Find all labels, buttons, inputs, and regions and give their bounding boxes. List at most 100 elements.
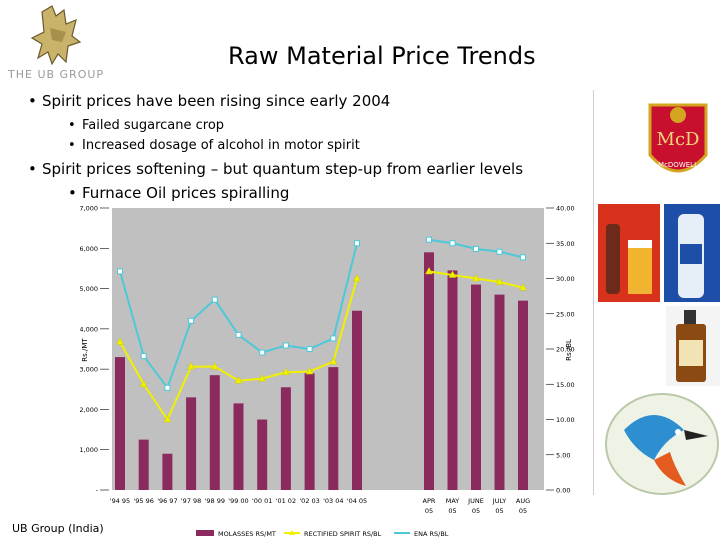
x-tick-label: '99 00 xyxy=(228,497,248,505)
point-ena xyxy=(188,317,195,324)
bar-molasses xyxy=(424,252,434,490)
point-ena xyxy=(473,245,479,252)
point-rectified-spirit xyxy=(258,374,267,382)
y-tick-right: 25.00 xyxy=(556,310,575,318)
y-tick-right: 20.00 xyxy=(556,346,575,354)
y-tick-right: 30.00 xyxy=(556,275,575,283)
bar-molasses xyxy=(209,375,220,490)
bullet-subitem: • Increased dosage of alcohol in motor sp… xyxy=(68,138,360,153)
point-ena xyxy=(235,331,242,338)
x-tick-label-year: 05 xyxy=(425,507,433,515)
x-tick-label: '00 01 xyxy=(252,497,272,505)
y-tick-left: - xyxy=(96,487,99,495)
legend-label-molasses: MOLASSES RS/MT xyxy=(218,530,276,538)
logo-text: THE UB GROUP xyxy=(8,68,105,81)
y-tick-left: 3,000 xyxy=(80,366,98,374)
bar-molasses xyxy=(280,387,291,490)
bullet-item: • Spirit prices softening – but quantum s… xyxy=(28,160,524,178)
y-tick-left: 4,000 xyxy=(80,325,98,333)
legend-swatch-molasses xyxy=(196,530,214,536)
y-tick-left: 6,000 xyxy=(80,245,98,253)
brand-monogram: McD xyxy=(657,129,700,150)
x-tick-label-year: 05 xyxy=(472,507,480,515)
brand-label: McDOWELL xyxy=(658,161,698,169)
point-ena xyxy=(259,349,266,356)
kingfisher-bird-image xyxy=(604,390,720,496)
bar-molasses xyxy=(257,419,268,490)
bar-molasses xyxy=(304,373,315,490)
page-title: Raw Material Price Trends xyxy=(228,42,536,70)
x-tick-label: '04 05 xyxy=(347,497,367,505)
point-ena xyxy=(330,335,337,342)
y-tick-right: 5.00 xyxy=(556,451,570,459)
y-axis-left-label: Rs./MT xyxy=(81,338,89,362)
legend-label-ena: ENA RS/BL xyxy=(414,530,449,538)
point-ena xyxy=(354,240,360,247)
x-tick-label-year: 05 xyxy=(495,507,503,515)
point-rectified-spirit xyxy=(519,283,527,291)
point-ena xyxy=(140,353,147,360)
bullet-item: • Spirit prices have been rising since ea… xyxy=(28,92,391,110)
bar-molasses xyxy=(186,397,197,490)
x-tick-label: '98 99 xyxy=(205,497,225,505)
x-tick-label: APR xyxy=(423,497,436,505)
y-tick-right: 35.00 xyxy=(556,240,575,248)
point-ena xyxy=(282,342,289,349)
x-tick-label: '03 04 xyxy=(323,497,343,505)
bar-molasses xyxy=(162,453,173,490)
x-tick-label: '01 02 xyxy=(276,497,296,505)
bar-molasses xyxy=(518,300,528,490)
point-ena xyxy=(306,346,313,352)
x-tick-label-year: 05 xyxy=(519,507,527,515)
y-tick-left: 1,000 xyxy=(80,446,98,454)
price-trend-chart: Rs./MT Rs./BL - 1,000 2,000 3,000 4,000 5,000… xyxy=(80,205,575,539)
bar-molasses xyxy=(233,403,244,490)
point-ena xyxy=(496,248,503,255)
point-ena xyxy=(164,384,171,391)
y-tick-right: 0.00 xyxy=(556,487,570,495)
bar-molasses xyxy=(352,310,362,490)
bullet-subitem: • Failed sugarcane crop xyxy=(68,118,225,133)
y-tick-right: 40.00 xyxy=(556,205,575,213)
point-ena xyxy=(449,240,456,247)
point-rectified-spirit xyxy=(425,266,433,275)
point-rectified-spirit xyxy=(187,362,196,370)
bullet-text: Spirit prices softening – but quantum st… xyxy=(42,160,524,178)
x-tick-label: '97 98 xyxy=(181,497,201,505)
y-axis-right-label: Rs./BL xyxy=(565,339,573,361)
footer-text: UB Group (India) xyxy=(12,522,104,535)
x-tick-label: JULY xyxy=(492,497,506,505)
y-tick-left: 2,000 xyxy=(80,406,98,414)
point-rectified-spirit xyxy=(329,357,338,365)
point-rectified-spirit xyxy=(353,273,361,282)
x-tick-label: JUNE xyxy=(467,497,484,505)
bar-molasses xyxy=(138,439,149,490)
x-tick-label: '94 95 xyxy=(110,497,130,505)
y-tick-right: 10.00 xyxy=(556,416,575,424)
bar-molasses xyxy=(447,270,458,490)
y-tick-left: 7,000 xyxy=(80,205,98,213)
legend-marker-rectified-spirit xyxy=(289,530,295,535)
x-tick-label: '95 96 xyxy=(133,497,153,505)
y-tick-left: 5,000 xyxy=(80,285,98,293)
pegasus-logo-icon xyxy=(30,5,82,66)
point-ena xyxy=(211,296,218,303)
x-tick-label: AUG xyxy=(516,497,530,505)
bullet-text: Furnace Oil prices spiralling xyxy=(82,184,290,202)
bar-molasses xyxy=(328,367,339,490)
point-ena xyxy=(520,254,526,261)
point-rectified-spirit xyxy=(139,379,148,387)
ub-group-logo xyxy=(6,2,124,82)
bullet-text: Spirit prices have been rising since ear… xyxy=(42,92,391,110)
beverage-products-image xyxy=(598,204,720,302)
point-rectified-spirit xyxy=(116,337,124,345)
x-tick-label: '02 03 xyxy=(299,497,319,505)
bar-molasses xyxy=(115,357,125,490)
x-tick-label-year: 05 xyxy=(448,507,456,515)
side-divider xyxy=(593,90,594,495)
point-rectified-spirit xyxy=(448,270,457,278)
whisky-bottle-image xyxy=(666,306,720,386)
point-rectified-spirit xyxy=(163,414,172,423)
point-rectified-spirit xyxy=(210,362,219,370)
point-rectified-spirit xyxy=(305,367,314,375)
